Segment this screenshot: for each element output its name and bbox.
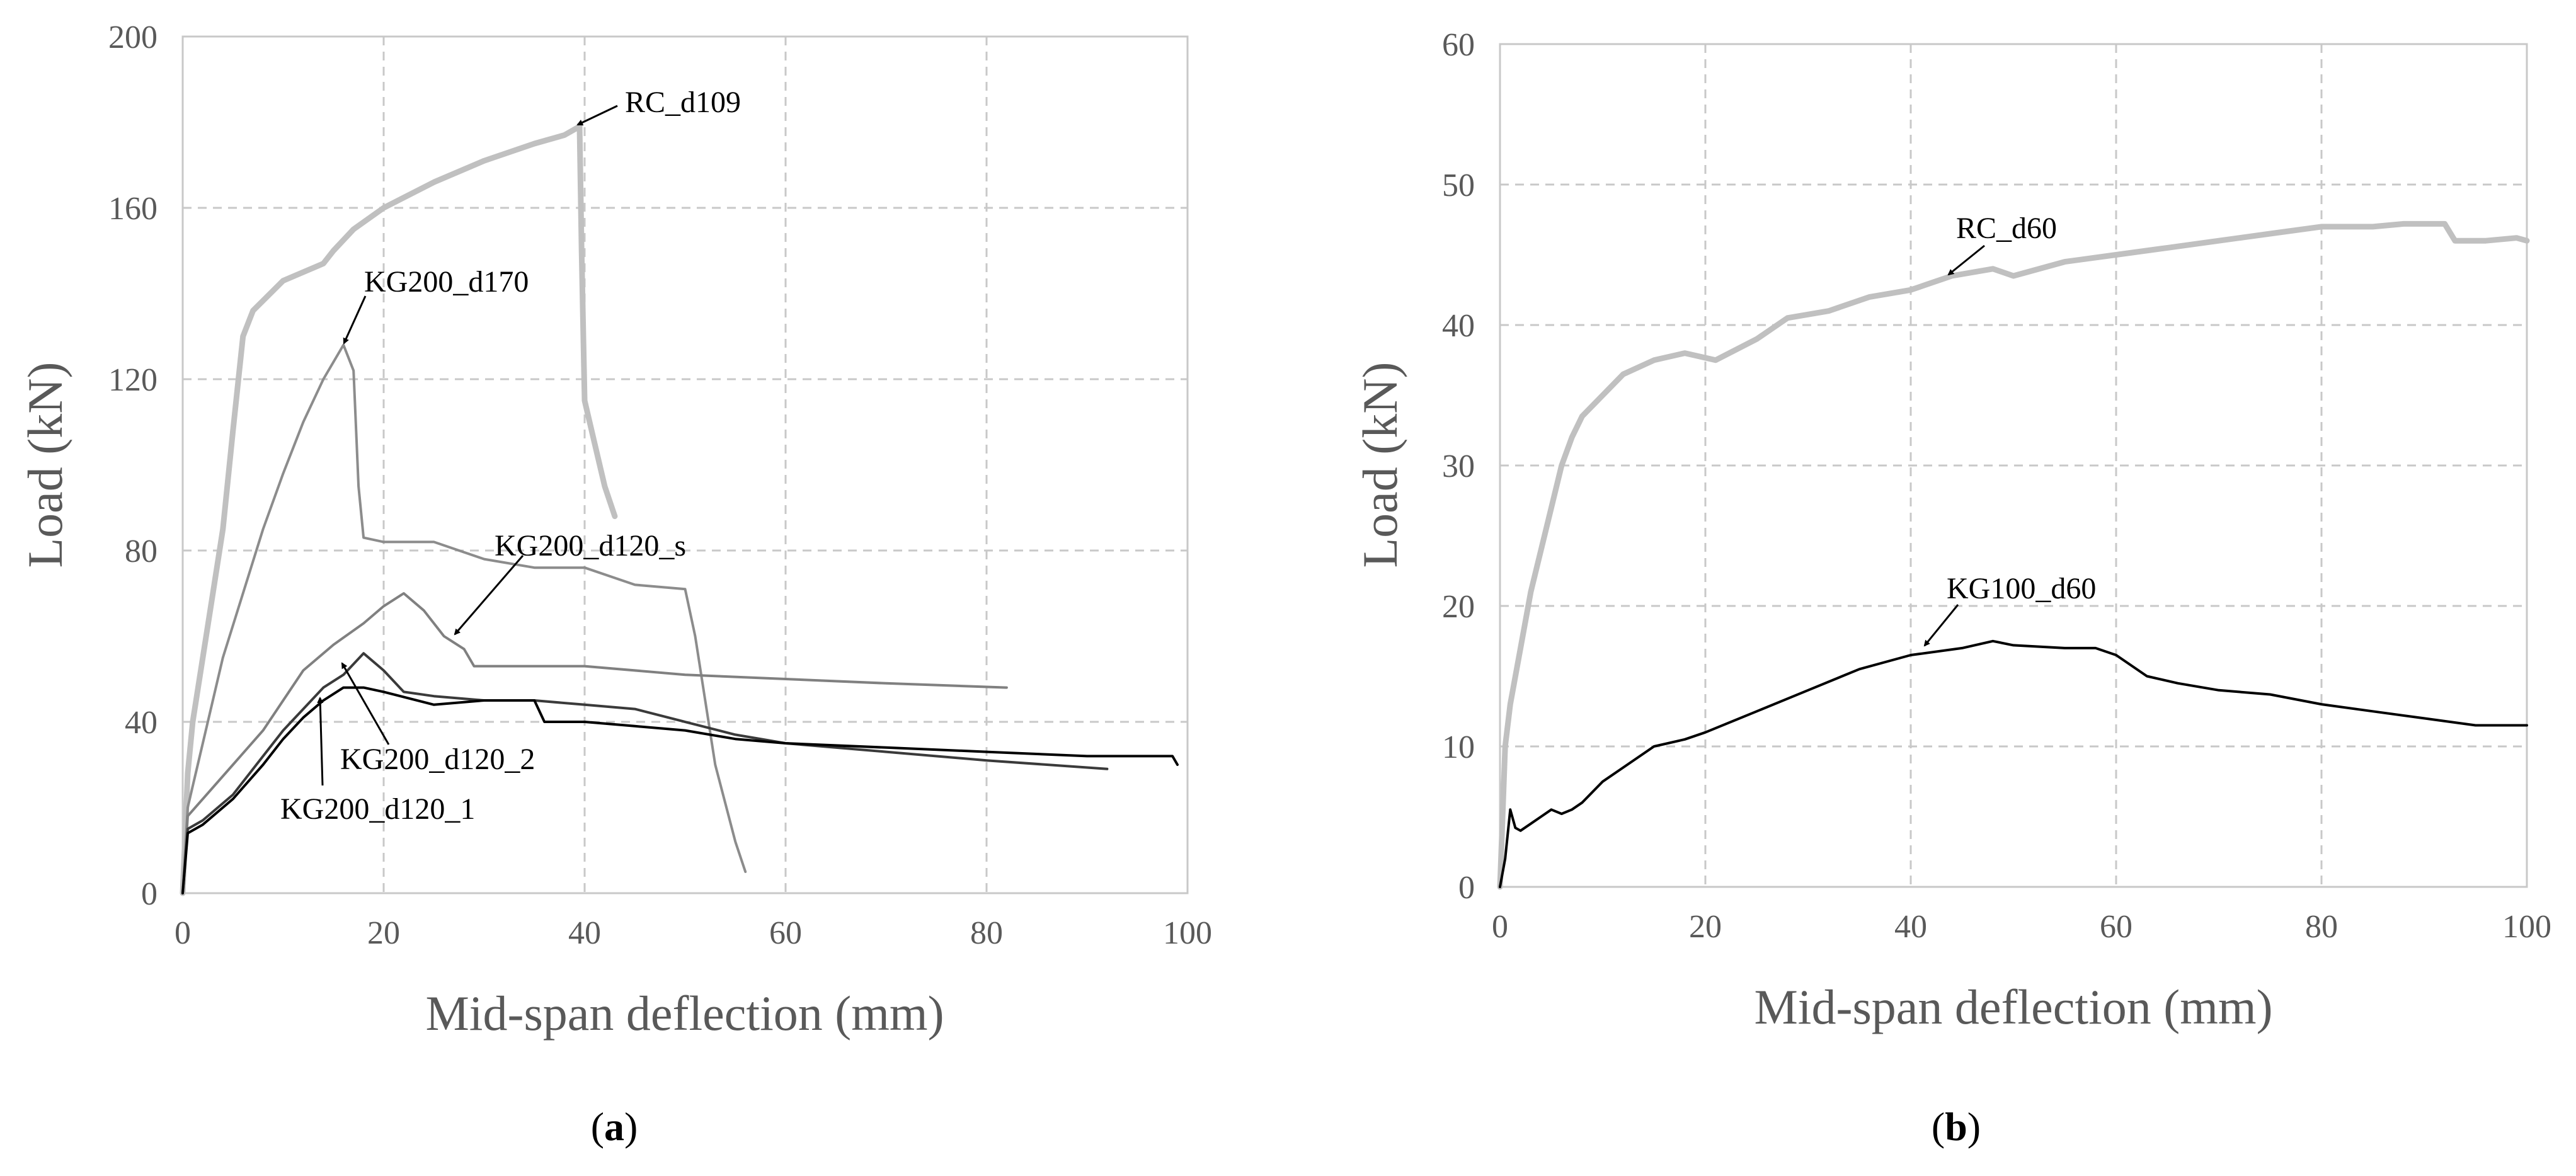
label-kg200-d120-2: KG200_d120_2 bbox=[340, 743, 535, 776]
chart-a-y-axis-label: Load (kN) bbox=[18, 362, 72, 568]
chart-b-y-axis-label: Load (kN) bbox=[1353, 362, 1407, 568]
label-kg100-d60: KG100_d60 bbox=[1947, 572, 2096, 605]
chart-a-x-axis-label: Mid-span deflection (mm) bbox=[425, 986, 944, 1041]
chart-b-x-tick-label: 0 bbox=[1492, 909, 1508, 945]
chart-b-y-tick-label: 50 bbox=[1442, 168, 1475, 203]
series-line-kg200-d120-2 bbox=[181, 652, 1109, 894]
chart-b-y-tick-label: 40 bbox=[1442, 308, 1475, 344]
label-rc-d60: RC_d60 bbox=[1956, 212, 2057, 245]
chart-a-x-tick-label: 20 bbox=[367, 915, 400, 951]
chart-b-series bbox=[1497, 220, 2530, 890]
chart-b-x-tick-label: 20 bbox=[1689, 909, 1722, 945]
arrow-rc-d60 bbox=[1947, 244, 1985, 276]
arrow-kg100-d60 bbox=[1923, 604, 1959, 647]
chart-a-y-tick-label: 120 bbox=[108, 362, 157, 398]
label-kg200-d120-1: KG200_d120_1 bbox=[280, 792, 475, 826]
label-kg200-d170: KG200_d170 bbox=[364, 265, 529, 299]
chart-b-y-tick-label: 60 bbox=[1442, 27, 1475, 63]
series-line-rc-d60 bbox=[1497, 220, 2530, 890]
chart-b-y-tick-label: 0 bbox=[1458, 870, 1475, 906]
chart-a-y-tick-label: 80 bbox=[125, 534, 157, 569]
chart-a-y-tick-label: 0 bbox=[141, 876, 157, 912]
chart-b-y-tick-label: 30 bbox=[1442, 448, 1475, 484]
series-line-rc-d109 bbox=[180, 123, 618, 896]
chart-b-y-tick-label: 20 bbox=[1442, 589, 1475, 625]
chart-b-x-axis-label: Mid-span deflection (mm) bbox=[1754, 979, 2272, 1034]
label-kg200-d120-s: KG200_d120_s bbox=[495, 529, 686, 562]
chart-b-x-tick-label: 80 bbox=[2305, 909, 2338, 945]
panel-b-letter: b bbox=[1945, 1104, 1967, 1149]
chart-a: 0 20 40 60 80 100 0 40 80 120 160 200 Mid-span defl… bbox=[18, 20, 1212, 1149]
series-line-kg200-d120-s bbox=[181, 592, 1008, 894]
panel-a-letter: a bbox=[604, 1104, 624, 1149]
chart-a-x-tick-label: 0 bbox=[175, 915, 191, 951]
chart-a-series bbox=[180, 123, 1179, 896]
chart-a-x-tick-label: 80 bbox=[970, 915, 1003, 951]
chart-b-y-tick-label: 10 bbox=[1442, 729, 1475, 765]
chart-b: 0 20 40 60 80 100 0 10 20 30 40 50 60 Mid-span defle… bbox=[1353, 27, 2551, 1149]
chart-b-annotations: RC_d60 KG100_d60 bbox=[1923, 212, 2096, 647]
arrow-kg200-d120-1 bbox=[317, 697, 324, 786]
chart-a-y-tick-label: 40 bbox=[125, 705, 157, 741]
chart-b-x-tick-label: 60 bbox=[2100, 909, 2132, 945]
series-line-kg100-d60 bbox=[1499, 639, 2528, 888]
chart-b-grid bbox=[1500, 44, 2527, 887]
chart-a-ticks: 0 20 40 60 80 100 0 40 80 120 160 200 bbox=[108, 20, 1212, 951]
chart-a-plot-area bbox=[181, 35, 1189, 894]
chart-b-x-tick-label: 100 bbox=[2502, 909, 2551, 945]
chart-a-x-tick-label: 60 bbox=[769, 915, 802, 951]
chart-a-annotations: RC_d109 KG200_d170 KG200_d120_s KG200_d1… bbox=[280, 86, 741, 826]
chart-a-x-tick-label: 40 bbox=[568, 915, 601, 951]
series-line-kg200-d170 bbox=[181, 343, 747, 894]
arrow-kg200-d120-2 bbox=[341, 662, 390, 745]
series-line-kg200-d120-1 bbox=[181, 686, 1179, 894]
label-rc-d109: RC_d109 bbox=[625, 86, 741, 119]
arrow-kg200-d170 bbox=[343, 295, 367, 345]
panel-label-a: (a) bbox=[591, 1104, 638, 1149]
chart-b-ticks: 0 20 40 60 80 100 0 10 20 30 40 50 60 bbox=[1442, 27, 2551, 945]
chart-b-x-tick-label: 40 bbox=[1894, 909, 1927, 945]
arrow-rc-d109 bbox=[576, 105, 618, 126]
chart-a-y-tick-label: 200 bbox=[108, 20, 157, 55]
chart-a-x-tick-label: 100 bbox=[1163, 915, 1212, 951]
arrow-kg200-d120-s bbox=[454, 555, 524, 636]
chart-a-y-tick-label: 160 bbox=[108, 191, 157, 227]
panel-label-b: (b) bbox=[1932, 1104, 1981, 1149]
